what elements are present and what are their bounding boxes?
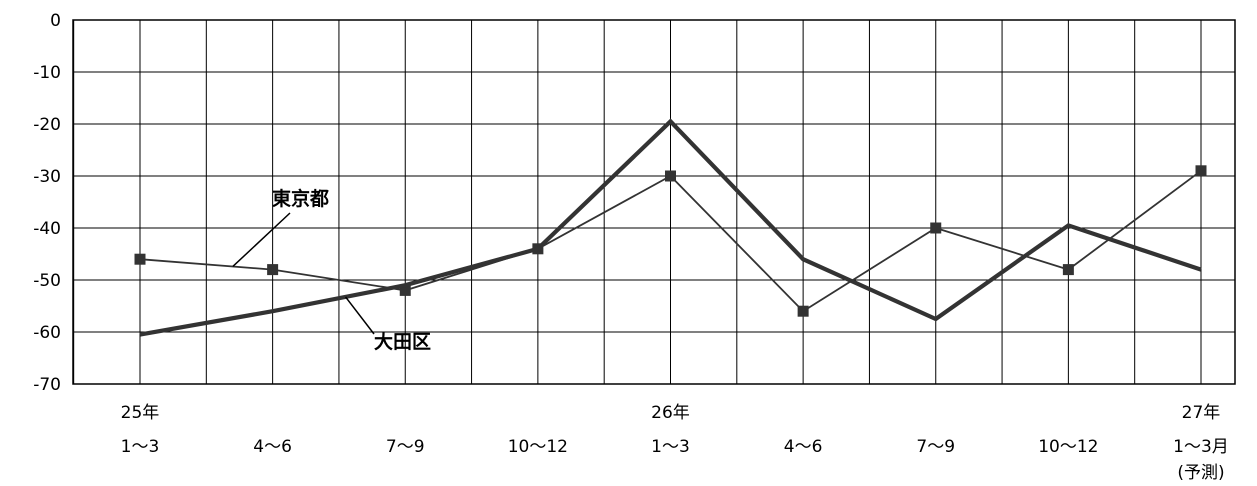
x-tick-label: 4〜6 [253,437,292,457]
y-tick-label: -40 [33,219,61,239]
x-tick-label: 7〜9 [386,437,425,457]
leader-line-ota [344,296,375,335]
x-tick-label: 7〜9 [916,437,955,457]
y-tick-label: -10 [33,63,61,83]
data-point-marker [267,264,279,276]
x-tick-label: 25年 [121,403,160,423]
x-axis-ticks: 25年 1〜3 4〜6 7〜9 10〜12 26年 1〜3 4〜6 7〜9 10〜12 27年 1〜3… [121,403,1229,483]
plot-border [72,19,1236,385]
data-point-marker [399,284,411,296]
x-tick-label: 26年 [651,403,690,423]
x-tick-label: 10〜12 [508,437,568,457]
x-tick-label: 1〜3 [651,437,690,457]
y-tick-label: -30 [33,167,61,187]
data-point-marker [797,305,809,317]
series-label-tokyo: 東京都 [272,187,329,210]
plot-frame [72,19,1236,385]
data-point-marker [1195,165,1207,177]
x-tick-label: 27年 [1182,403,1221,423]
x-tick-label: 10〜12 [1038,437,1098,457]
leader-line-tokyo [232,212,291,268]
grid [73,19,1235,385]
series-line-1 [139,118,1202,337]
series [134,118,1207,337]
data-point-marker [134,253,146,265]
y-tick-label: -60 [33,323,61,343]
y-tick-label: 0 [50,11,61,31]
y-tick-label: -50 [33,271,61,291]
x-tick-label: 1〜3 [121,437,160,457]
x-tick-label: (予測) [1177,463,1224,483]
y-tick-label: -70 [33,375,61,395]
x-tick-label: 1〜3月 [1173,437,1229,457]
x-tick-label: 4〜6 [784,437,823,457]
y-tick-label: -20 [33,115,61,135]
data-point-marker [665,170,676,182]
series-label-ota: 大田区 [374,330,431,353]
data-point-marker [1062,264,1074,276]
y-axis-ticks: 0 -10 -20 -30 -40 -50 -60 -70 [33,11,61,395]
data-point-marker [930,222,942,234]
